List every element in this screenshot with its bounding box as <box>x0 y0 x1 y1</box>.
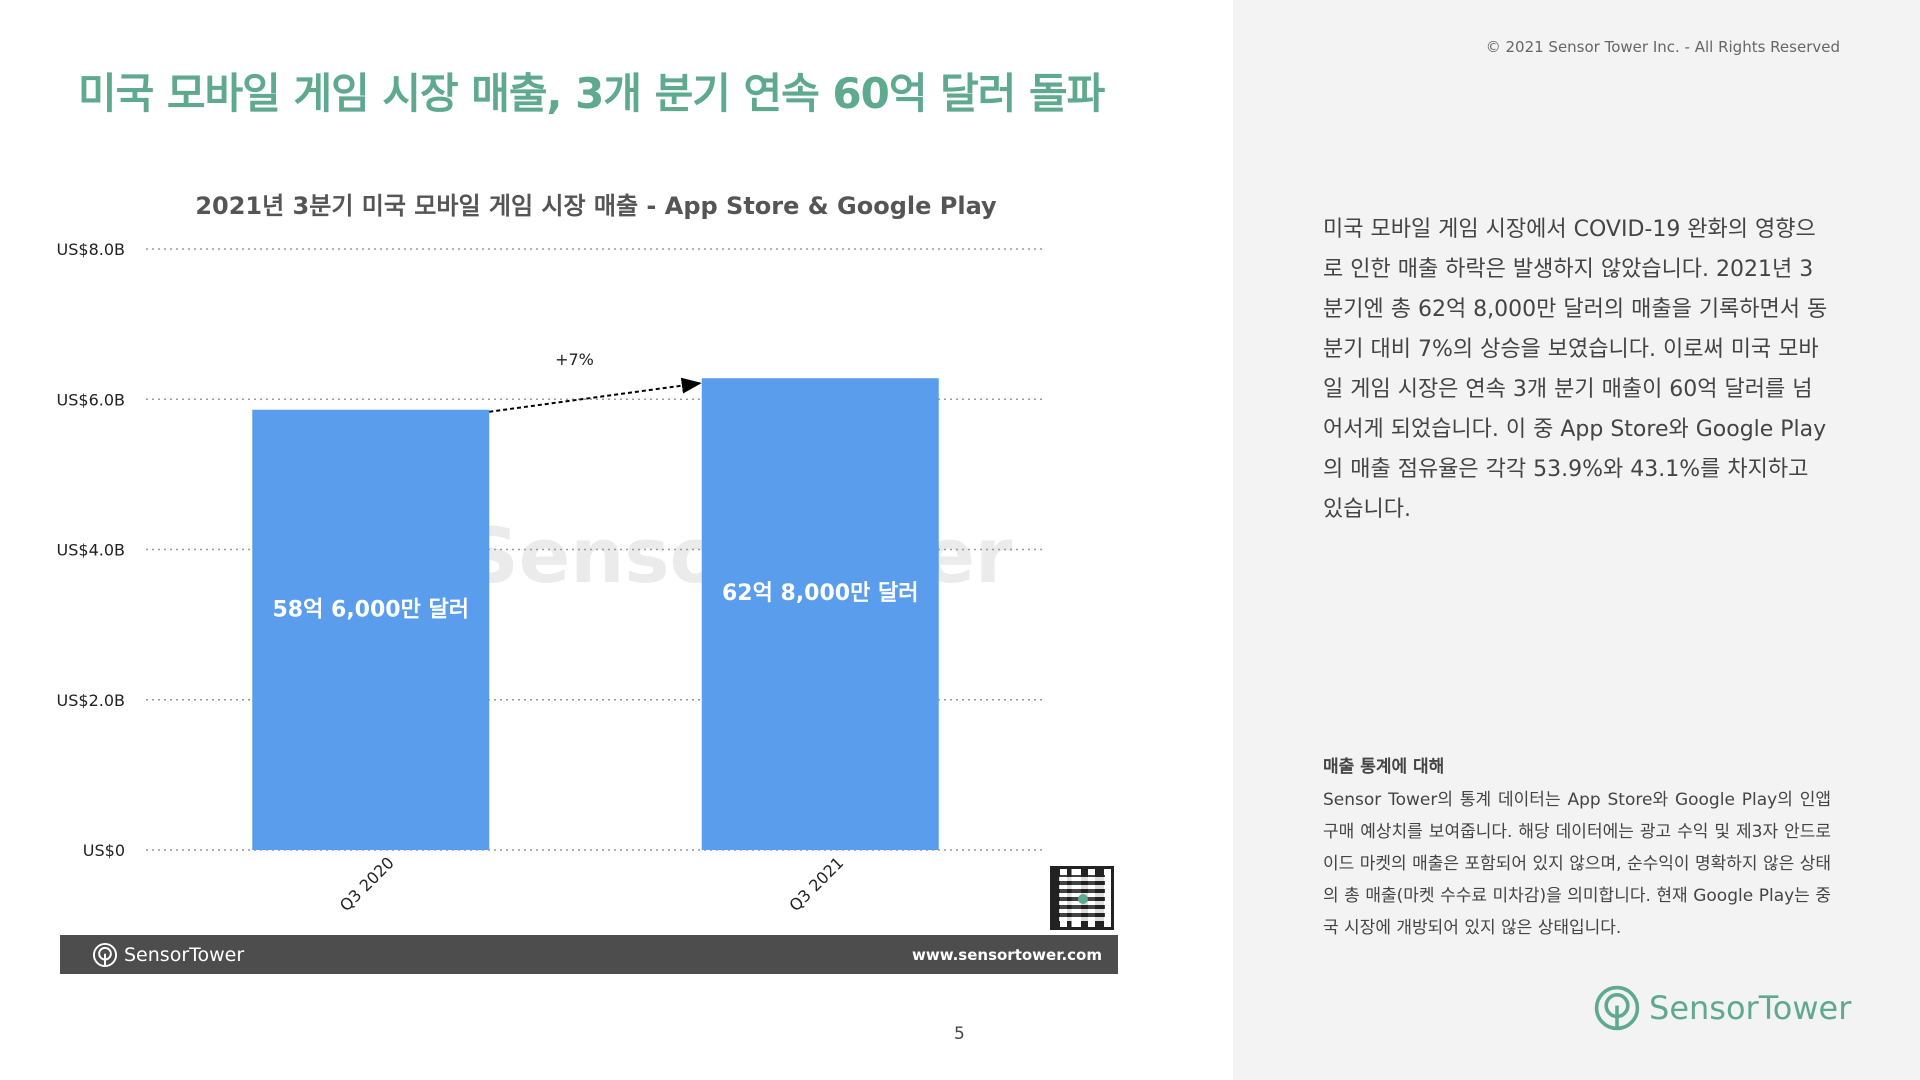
bar-data-label: 58억 6,000만 달러 <box>273 598 469 623</box>
sidebar-logo: SensorTower <box>1593 984 1851 1032</box>
slide-main-panel <box>0 0 1233 1080</box>
notes-text: Sensor Tower의 통계 데이터는 App Store와 Google … <box>1323 790 1831 938</box>
y-tick-label: US$8.0B <box>57 240 125 259</box>
footer-brand: SensorTower <box>124 943 245 966</box>
bar-chart: US$0 US$2.0B US$4.0B US$6.0B US$8.0B 58억 6,00… <box>57 240 1045 915</box>
page-number: 5 <box>954 1024 965 1044</box>
sidebar-brand: SensorTower <box>1649 989 1852 1027</box>
growth-label: +7% <box>555 350 594 369</box>
summary-text: 미국 모바일 게임 시장에서 COVID-19 완화의 영향으로 인한 매출 하… <box>1323 217 1828 522</box>
y-tick-label: US$0 <box>83 841 125 860</box>
x-tick-label: Q3 2020 <box>336 853 398 915</box>
bar <box>252 409 490 850</box>
copyright-notice: © 2021 Sensor Tower Inc. - All Rights Re… <box>1485 38 1840 56</box>
bar <box>701 378 939 850</box>
footer-bar: SensorTower www.sensortower.com <box>60 935 1118 974</box>
growth-arrow <box>489 377 702 413</box>
y-tick-label: US$2.0B <box>57 691 125 710</box>
x-tick-label: Q3 2021 <box>785 853 847 915</box>
footer-url-link[interactable]: www.sensortower.com <box>911 945 1102 964</box>
bar-data-label: 62억 8,000만 달러 <box>722 581 918 606</box>
footer-logo: SensorTower <box>92 942 244 968</box>
slide-side-panel <box>1233 0 1920 1080</box>
notes-heading: 매출 통계에 대해 <box>1323 757 1445 777</box>
qr-code <box>1050 866 1114 930</box>
chart-title: 2021년 3분기 미국 모바일 게임 시장 매출 - App Store & … <box>195 192 997 220</box>
page-title: 미국 모바일 게임 시장 매출, 3개 분기 연속 60억 달러 돌파 <box>78 69 1105 118</box>
y-tick-label: US$4.0B <box>57 541 125 560</box>
sensortower-logo-icon <box>1594 985 1640 1031</box>
y-tick-label: US$6.0B <box>57 390 125 409</box>
sensortower-logo-icon <box>92 942 118 967</box>
